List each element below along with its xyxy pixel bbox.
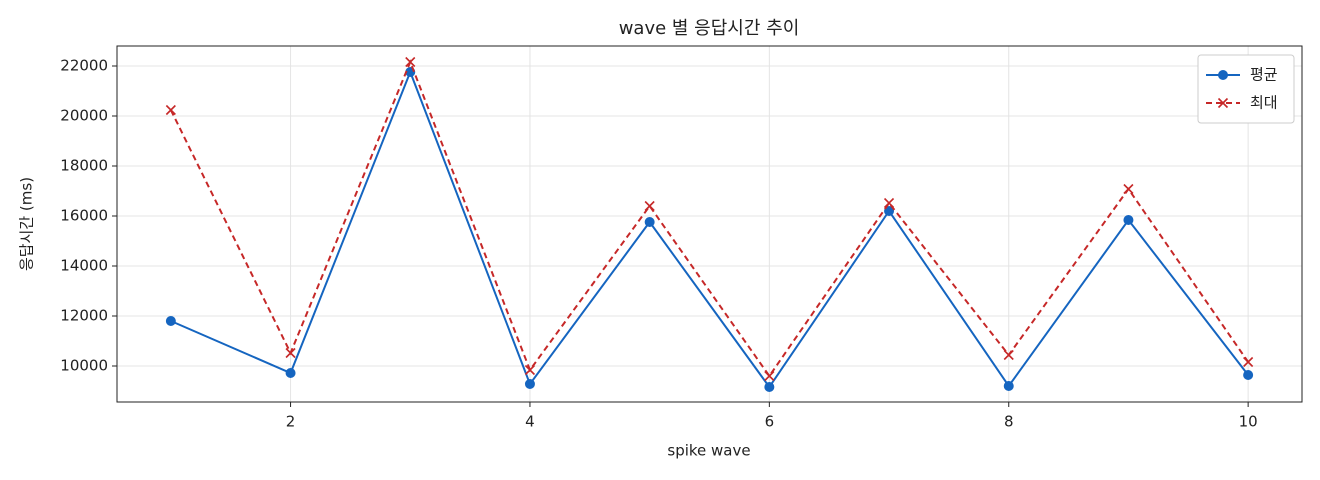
marker: [1123, 215, 1134, 225]
legend-marker: [1218, 70, 1228, 80]
plot-frame: [116, 45, 1303, 403]
y-tick-label: 22000: [60, 57, 108, 75]
chart-title: wave 별 응답시간 추이: [619, 18, 800, 39]
marker: [1243, 356, 1254, 368]
x-axis-label: spike wave: [667, 442, 750, 460]
x-tick-label: 4: [525, 413, 535, 431]
marker: [883, 197, 895, 209]
marker: [524, 364, 536, 376]
series-line: [169, 59, 1249, 378]
x-tick-label: 8: [1004, 413, 1014, 431]
marker: [1003, 381, 1014, 391]
x-tick-label: 2: [286, 413, 296, 431]
marker: [764, 382, 775, 392]
x-tick-label: 10: [1239, 413, 1258, 431]
y-tick-label: 18000: [60, 157, 108, 175]
marker: [165, 316, 176, 326]
marker: [165, 104, 176, 116]
legend-marker: [1217, 97, 1229, 109]
marker: [285, 368, 296, 378]
y-tick-label: 12000: [60, 307, 108, 325]
marker: [644, 217, 655, 227]
marker: [1003, 349, 1014, 361]
y-tick-label: 14000: [60, 257, 108, 275]
marker: [884, 206, 895, 216]
marker: [644, 200, 655, 212]
marker: [405, 56, 416, 68]
marker: [1123, 183, 1134, 195]
marker: [524, 379, 535, 389]
marker: [285, 347, 296, 359]
legend-label: 평균: [1250, 66, 1278, 84]
legend-label: 최대: [1250, 94, 1278, 112]
y-tick-label: 10000: [60, 357, 108, 375]
x-tick-label: 6: [765, 413, 775, 431]
y-tick-label: 20000: [60, 107, 108, 125]
y-tick-label: 16000: [60, 207, 108, 225]
legend-box: [1197, 54, 1295, 124]
series-line: [170, 69, 1249, 389]
y-axis-label: 응답시간 (ms): [18, 177, 36, 271]
marker: [1243, 370, 1254, 380]
marker: [764, 370, 775, 382]
